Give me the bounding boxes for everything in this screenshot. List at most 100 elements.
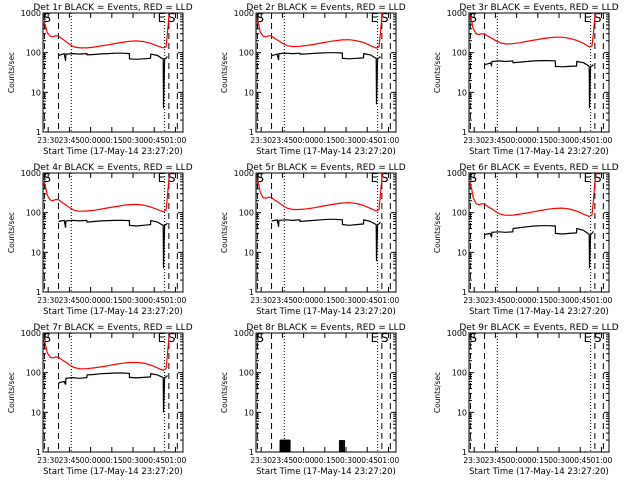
y-tick-label: 100	[239, 369, 254, 378]
x-tick-label: 00:00	[80, 456, 102, 465]
y-axis-label: Counts/sec	[220, 372, 229, 413]
y-tick-label: 100	[26, 369, 41, 378]
y-tick-label: 1000	[447, 169, 467, 178]
x-tick-label: 00:45	[569, 136, 591, 145]
y-tick-label: 100	[239, 49, 254, 58]
x-tick-label: 00:00	[506, 296, 528, 305]
x-axis-label: Start Time (17-May-14 23:27:20)	[43, 307, 183, 317]
x-axis-label: Start Time (17-May-14 23:27:20)	[43, 147, 183, 157]
x-tick-label: 00:45	[356, 456, 378, 465]
event-marker-label: E	[371, 171, 379, 185]
x-tick-label: 23:30	[463, 456, 485, 465]
x-tick-label: 23:45	[485, 456, 507, 465]
panel-title: Det 4r BLACK = Events, RED = LLD	[33, 163, 192, 173]
y-tick-label: 100	[452, 369, 467, 378]
event-marker-label: S	[43, 11, 51, 25]
y-tick-label: 1	[462, 128, 467, 137]
y-tick-label: 1	[462, 448, 467, 457]
plot-frame	[42, 332, 184, 453]
y-tick-label: 1000	[234, 329, 254, 338]
plot-frame	[42, 172, 184, 293]
events-series-line	[484, 225, 594, 269]
lld-series-line	[42, 332, 171, 371]
events-series-line	[271, 218, 381, 262]
x-tick-label: 00:15	[527, 456, 549, 465]
x-tick-label: 00:00	[293, 456, 315, 465]
x-tick-label: 23:30	[250, 456, 272, 465]
event-marker-label: S	[594, 331, 602, 345]
lld-series-line	[468, 12, 597, 48]
x-tick-label: 00:15	[314, 136, 336, 145]
event-marker-label: S	[43, 171, 51, 185]
event-marker-label: E	[158, 11, 166, 25]
detector-panel: Det 1r BLACK = Events, RED = LLD 1 10 100 10…	[7, 3, 193, 157]
x-tick-label: 00:00	[293, 136, 315, 145]
events-series-line	[58, 52, 168, 109]
event-marker-label: S	[594, 171, 602, 185]
x-tick-label: 00:15	[101, 296, 123, 305]
x-tick-label: 00:00	[506, 456, 528, 465]
y-tick-label: 1000	[21, 329, 41, 338]
x-tick-label: 23:30	[463, 296, 485, 305]
y-tick-label: 10	[31, 248, 41, 257]
event-marker-label: E	[584, 331, 592, 345]
x-tick-label: 23:45	[59, 456, 81, 465]
y-tick-label: 1	[249, 448, 254, 457]
detector-panel: Det 3r BLACK = Events, RED = LLD 1 10 100 10…	[433, 3, 619, 157]
x-tick-label: 23:45	[272, 136, 294, 145]
x-tick-label: 00:00	[80, 136, 102, 145]
plot-frame	[468, 332, 610, 453]
x-tick-label: 00:30	[122, 136, 144, 145]
event-marker-label: E	[584, 171, 592, 185]
x-tick-label: 23:30	[37, 296, 59, 305]
event-marker-label: E	[371, 11, 379, 25]
event-marker-label: S	[43, 331, 51, 345]
plot-frame	[255, 12, 397, 133]
y-axis-label: Counts/sec	[433, 212, 442, 253]
x-axis-label: Start Time (17-May-14 23:27:20)	[469, 307, 609, 317]
x-tick-label: 23:30	[463, 136, 485, 145]
events-series-line	[58, 219, 168, 269]
y-tick-label: 100	[452, 49, 467, 58]
x-tick-label: 00:15	[314, 456, 336, 465]
event-marker-label: S	[469, 331, 477, 345]
x-tick-label: 01:00	[591, 296, 613, 305]
x-axis-label: Start Time (17-May-14 23:27:20)	[256, 147, 396, 157]
panel-title: Det 3r BLACK = Events, RED = LLD	[459, 3, 618, 13]
plot-frame	[42, 12, 184, 133]
plot-frame	[255, 332, 397, 453]
x-tick-label: 00:00	[293, 296, 315, 305]
events-series-line	[484, 59, 594, 109]
panel-title: Det 5r BLACK = Events, RED = LLD	[246, 163, 405, 173]
x-tick-label: 23:30	[37, 456, 59, 465]
y-tick-label: 1000	[21, 169, 41, 178]
y-tick-label: 1	[462, 288, 467, 297]
lld-series-line	[255, 12, 384, 49]
y-tick-label: 1	[249, 288, 254, 297]
y-tick-label: 100	[26, 49, 41, 58]
x-tick-label: 00:45	[143, 296, 165, 305]
x-tick-label: 00:30	[548, 456, 570, 465]
panel-title: Det 8r BLACK = Events, RED = LLD	[246, 323, 405, 333]
x-tick-label: 00:30	[122, 456, 144, 465]
detector-panel: Det 7r BLACK = Events, RED = LLD 1 10 100 10…	[7, 323, 193, 477]
x-tick-label: 00:15	[101, 136, 123, 145]
event-marker-label: S	[168, 11, 176, 25]
y-tick-label: 10	[244, 408, 254, 417]
y-tick-label: 10	[457, 408, 467, 417]
event-marker-label: S	[168, 331, 176, 345]
x-tick-label: 23:45	[59, 296, 81, 305]
y-tick-label: 10	[244, 248, 254, 257]
x-tick-label: 23:30	[250, 136, 272, 145]
event-marker-label: S	[469, 171, 477, 185]
y-tick-label: 1	[249, 128, 254, 137]
x-tick-label: 00:15	[314, 296, 336, 305]
x-tick-label: 01:00	[165, 136, 187, 145]
lld-series-line	[42, 172, 171, 213]
y-tick-label: 100	[239, 209, 254, 218]
x-tick-label: 00:30	[335, 296, 357, 305]
x-tick-label: 00:30	[122, 296, 144, 305]
x-tick-label: 01:00	[591, 456, 613, 465]
y-tick-label: 10	[457, 88, 467, 97]
lld-series-line	[42, 12, 171, 49]
